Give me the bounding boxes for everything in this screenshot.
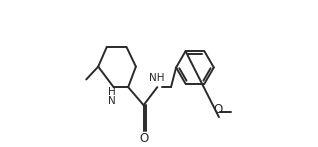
Text: NH: NH <box>149 73 164 83</box>
Text: O: O <box>139 132 148 145</box>
Text: H
N: H N <box>108 87 115 106</box>
Text: O: O <box>213 103 223 116</box>
